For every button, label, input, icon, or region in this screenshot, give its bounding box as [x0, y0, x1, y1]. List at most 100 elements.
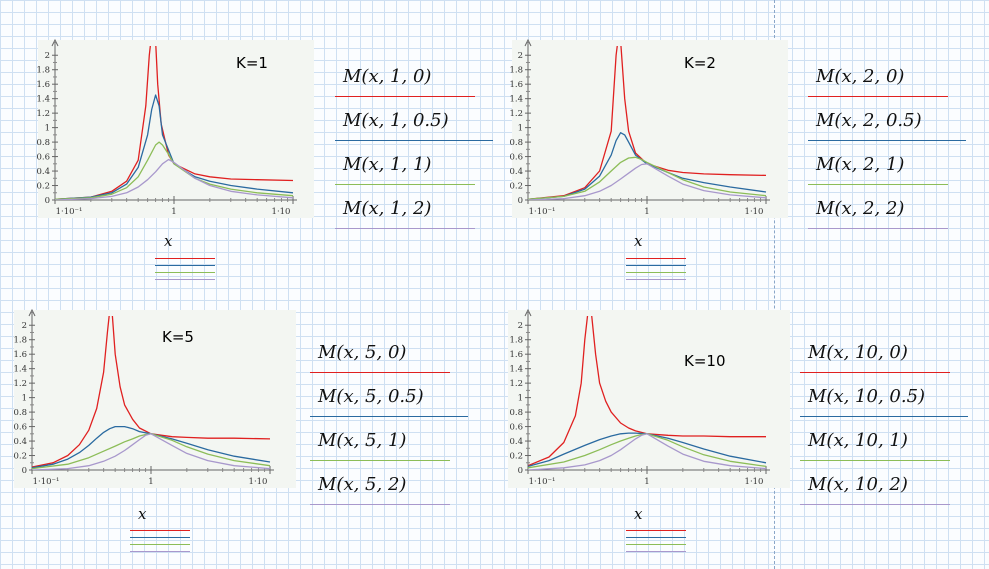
x-axis-label: x — [164, 232, 173, 250]
y-tick-label: 1.6 — [36, 80, 50, 90]
y-tick-label: 1.4 — [36, 95, 50, 105]
y-tick-label: 0.6 — [13, 423, 27, 433]
legend-entry-label: M(x, 2, 0.5) — [816, 110, 922, 131]
x-trace-line — [130, 551, 190, 552]
chart-annotation: K=5 — [162, 328, 194, 346]
y-tick-label: 1.2 — [509, 109, 523, 119]
y-tick-label: 0.4 — [509, 437, 523, 447]
y-tick-label: 0.2 — [509, 182, 523, 192]
y-tick-label: 1.6 — [509, 350, 523, 360]
legend-entry-line — [800, 372, 950, 373]
series-line-1 — [528, 132, 767, 200]
legend-entry-line — [335, 228, 475, 229]
series-line-1 — [528, 432, 767, 468]
series-line-2 — [32, 433, 271, 470]
y-tick-label: 1.8 — [13, 336, 27, 346]
legend-entry-label: M(x, 1, 0) — [343, 66, 432, 87]
legend-entry-label: M(x, 5, 0.5) — [318, 386, 424, 407]
y-tick-label: 0.4 — [13, 437, 27, 447]
y-tick-label: 1 — [518, 124, 523, 134]
legend-entry-line — [800, 460, 950, 461]
x-tick-label: 1·10 — [249, 477, 268, 487]
x-tick-label: 1·10 — [272, 207, 291, 217]
legend-entry-label: M(x, 5, 0) — [318, 342, 407, 363]
legend-entry-label: M(x, 1, 2) — [343, 198, 432, 219]
x-trace-line — [626, 272, 686, 273]
y-tick-label: 1.2 — [13, 379, 27, 389]
x-axis-label: x — [634, 505, 643, 523]
legend-entry-line — [310, 416, 468, 417]
x-tick-label: 1·10 — [745, 477, 764, 487]
legend-entry-line — [808, 228, 948, 229]
plot-area — [38, 40, 314, 218]
series-line-2 — [528, 156, 767, 200]
y-tick-label: 0.6 — [36, 153, 50, 163]
legend-entry-line — [800, 504, 950, 505]
legend-entry-label: M(x, 2, 0) — [816, 66, 905, 87]
y-tick-label: 2 — [518, 51, 523, 61]
y-tick-label: 0.6 — [509, 423, 523, 433]
x-axis-label: x — [138, 505, 147, 523]
legend-entry-label: M(x, 10, 2) — [808, 474, 908, 495]
series-line-3 — [32, 433, 271, 470]
x-trace-line — [626, 279, 686, 280]
series-line-0 — [55, 46, 294, 200]
y-tick-label: 0.2 — [509, 452, 523, 462]
series-line-3 — [528, 433, 767, 470]
y-tick-label: 1.8 — [509, 336, 523, 346]
legend-entry-line — [808, 184, 948, 185]
legend-entry-label: M(x, 2, 1) — [816, 154, 905, 175]
x-tick-label: 1·10⁻¹ — [529, 207, 556, 217]
y-tick-label: 1.6 — [509, 80, 523, 90]
x-trace-line — [155, 272, 215, 273]
legend-entry-label: M(x, 2, 2) — [816, 198, 905, 219]
y-tick-label: 1.8 — [36, 66, 50, 76]
y-tick-label: 0.2 — [36, 182, 50, 192]
x-axis-label: x — [634, 232, 643, 250]
y-tick-label: 1.4 — [509, 365, 523, 375]
legend-entry-line — [808, 140, 966, 141]
legend-entry-line — [335, 96, 475, 97]
series-line-0 — [528, 46, 767, 200]
y-tick-label: 1 — [45, 124, 50, 134]
x-trace-line — [626, 258, 686, 259]
chart-annotation: K=2 — [684, 54, 716, 72]
x-trace-line — [130, 544, 190, 545]
x-trace-line — [626, 551, 686, 552]
x-trace-line — [626, 530, 686, 531]
legend-entry-label: M(x, 10, 1) — [808, 430, 908, 451]
y-tick-label: 1.4 — [509, 95, 523, 105]
y-tick-label: 0.8 — [36, 138, 50, 148]
series-line-1 — [32, 425, 271, 469]
legend-entry-line — [310, 460, 450, 461]
y-tick-label: 0.8 — [509, 138, 523, 148]
y-tick-label: 0 — [45, 196, 50, 206]
x-tick-label: 1 — [644, 477, 649, 487]
y-tick-label: 1.4 — [13, 365, 27, 375]
legend-entry-line — [335, 184, 475, 185]
series-line-0 — [32, 316, 271, 468]
legend-entry-label: M(x, 5, 2) — [318, 474, 407, 495]
y-tick-label: 1.2 — [36, 109, 50, 119]
legend-entry-label: M(x, 10, 0.5) — [808, 386, 926, 407]
x-tick-label: 1·10⁻¹ — [56, 207, 83, 217]
x-trace-line — [155, 279, 215, 280]
x-trace-line — [626, 544, 686, 545]
y-tick-label: 1.2 — [509, 379, 523, 389]
y-tick-label: 0.8 — [509, 408, 523, 418]
legend-entry-line — [808, 96, 948, 97]
y-tick-label: 0.2 — [13, 452, 27, 462]
x-trace-line — [155, 265, 215, 266]
x-tick-label: 1 — [148, 477, 153, 487]
series-line-0 — [528, 316, 766, 467]
x-tick-label: 1 — [644, 207, 649, 217]
legend-entry-label: M(x, 1, 0.5) — [343, 110, 449, 131]
y-tick-label: 1.6 — [13, 350, 27, 360]
x-trace-line — [626, 265, 686, 266]
series-line-1 — [55, 94, 294, 200]
legend-entry-line — [335, 140, 493, 141]
y-tick-label: 1 — [22, 394, 27, 404]
legend-entry-label: M(x, 10, 0) — [808, 342, 908, 363]
